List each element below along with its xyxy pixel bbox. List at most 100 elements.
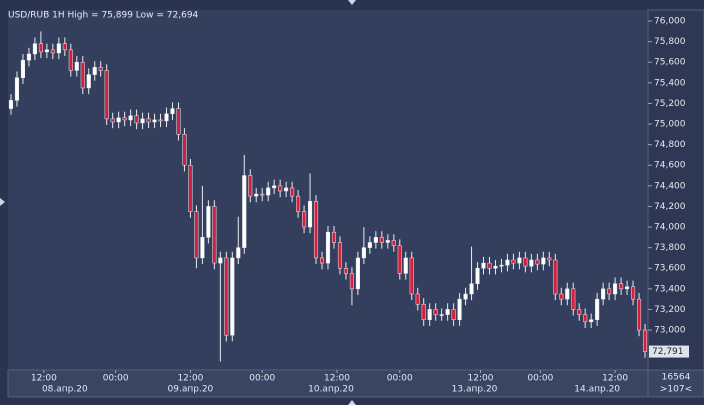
candle-body [409,257,414,295]
candle-body [224,257,229,336]
candle-body [200,237,205,259]
candle-body [642,329,648,352]
candle-body [308,201,313,228]
candle-body [140,118,145,124]
date-label: 08.апр.20 [42,385,88,395]
candle-body [284,187,289,192]
candle-body [116,117,121,123]
candle-body [122,117,127,121]
last-price-label: 72,791 [652,347,684,357]
candle-body [433,309,438,315]
candle-body [349,273,354,290]
candle-body [164,113,169,122]
candle-body [535,259,540,265]
candle-body [631,286,636,300]
y-tick-label: 75,800 [654,37,686,47]
candle-body [50,49,55,54]
candle-body [505,259,510,266]
candle-body [248,175,253,197]
candle-body [499,264,504,267]
candle-body [625,286,630,290]
candle-body [331,231,337,243]
candle-body [541,257,546,265]
last-price-box [649,345,689,358]
x-tick-label: 12:00 [177,374,203,384]
candle-body [110,118,115,123]
candle-body [511,259,516,264]
candle-body [290,187,295,197]
candle-body [403,257,408,274]
x-tick-label: 12:00 [324,374,350,384]
y-tick-label: 74,600 [654,161,686,171]
candle-body [266,187,271,196]
candle-body [242,175,247,248]
candle-body [607,288,612,295]
candle-body [469,283,474,295]
candle-body [595,298,600,320]
candle-body [26,53,31,61]
candle-body [134,115,139,124]
candle-body [86,74,91,89]
candle-body [218,257,223,264]
candle-body [385,240,390,243]
y-axis-panel [647,9,704,371]
candle-body [589,319,594,323]
candle-body [355,257,360,290]
x-tick-label: 00:00 [103,374,129,384]
candle-body [367,242,372,248]
candle-body [337,242,343,269]
candle-body [230,257,235,336]
candle-body [296,195,301,212]
x-tick-label: 00:00 [527,374,553,384]
candle-body [146,118,151,123]
candle-body [343,267,348,274]
candle-body [8,100,14,109]
candle-body [361,247,366,259]
candle-body [427,309,432,320]
candle-body [278,185,283,192]
y-tick-label: 74,800 [654,140,686,150]
candle-body [20,59,25,78]
candle-body [176,108,181,135]
candle-body [421,304,426,320]
x-tick-label: 12:00 [468,374,494,384]
candle-body [170,108,175,114]
candle-body [619,283,624,290]
x-axis-panel [7,369,649,398]
candle-body [212,206,217,264]
candle-body [463,293,468,300]
plot-area [8,10,648,370]
candle-body [313,201,319,259]
candle-body [636,298,642,331]
candle-body [565,288,570,300]
candle-body [206,206,211,238]
candle-body [68,49,73,71]
candle-body [56,43,61,54]
y-tick-label: 75,600 [654,58,686,68]
candle-body [601,288,606,300]
candle-body [74,61,79,71]
candle-body [62,43,67,51]
candle-body [379,237,384,243]
candle-body [260,193,265,196]
candle-body [188,164,193,212]
x-tick-label: 00:00 [249,374,275,384]
candle-body [319,257,325,264]
candle-body [439,314,444,316]
candle-body [14,77,20,101]
chart-title: USD/RUB 1H High = 75,899 Low = 72,694 [8,11,199,21]
footer-text: 16564 [662,373,691,383]
candle-body [475,267,480,284]
candle-body [158,119,163,122]
y-tick-label: 73,800 [654,243,686,253]
bottom-handle [348,400,356,405]
candle-body [92,67,97,75]
y-tick-label: 73,200 [654,305,686,315]
candle-body [254,193,259,197]
x-tick-label: 12:00 [602,374,628,384]
candle-body [487,262,492,269]
candle-body [38,43,43,53]
left-handle [0,198,5,206]
y-tick-label: 75,200 [654,99,686,109]
y-tick-label: 74,400 [654,181,686,191]
